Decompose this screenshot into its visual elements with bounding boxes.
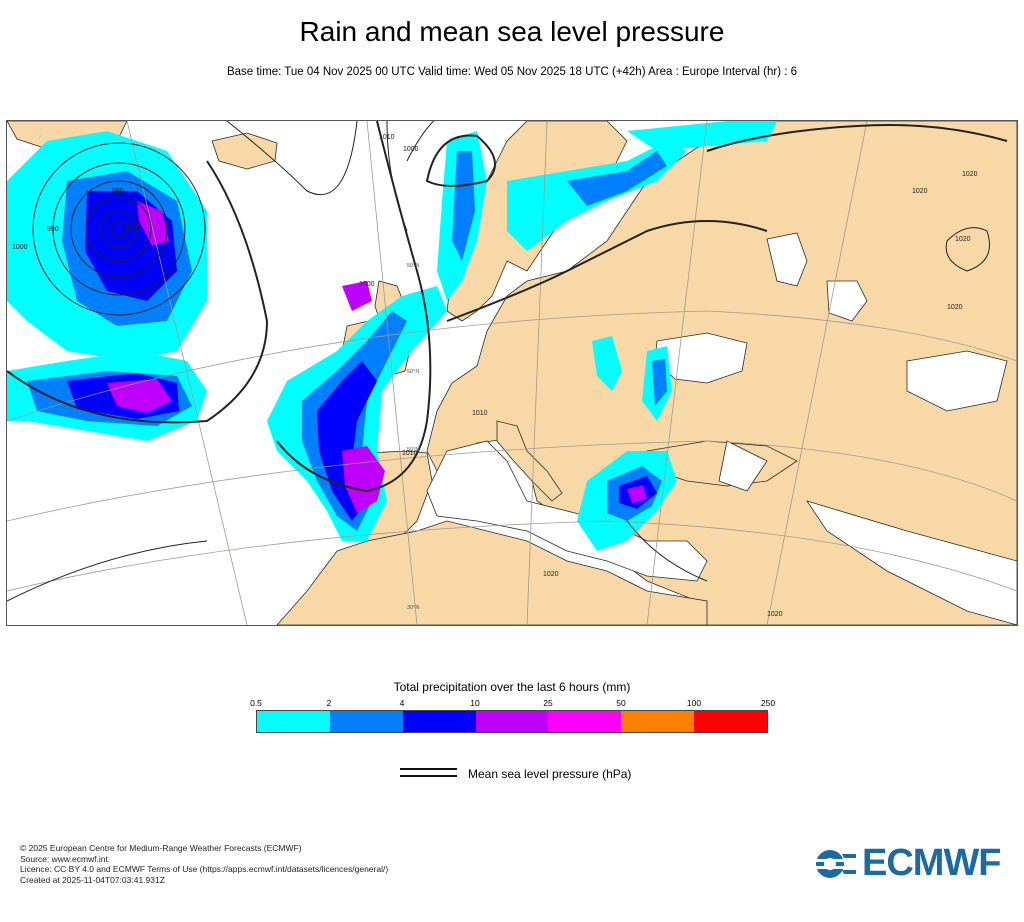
graticule-label: 50°N bbox=[407, 447, 419, 453]
copyright-text: © 2025 European Centre for Medium-Range … bbox=[20, 843, 302, 853]
map-svg: 1010 1000 1000 980 970 990 1000 1010 101… bbox=[7, 121, 1017, 625]
isobar-label: 970 bbox=[127, 224, 139, 231]
graticule-label: 50°N bbox=[407, 369, 419, 375]
isobar-labels: 1010 1000 1000 980 970 990 1000 1010 101… bbox=[12, 134, 978, 618]
isobar-label: 1020 bbox=[962, 171, 978, 178]
map-subtitle: Base time: Tue 04 Nov 2025 00 UTC Valid … bbox=[226, 66, 798, 78]
isobar-label: 1010 bbox=[472, 410, 488, 417]
licence-text: Licence: CC BY 4.0 and ECMWF Terms of Us… bbox=[20, 864, 389, 874]
isobar-label: 1000 bbox=[12, 244, 28, 251]
colorbar-swatch bbox=[329, 711, 403, 732]
isobar-label: 1020 bbox=[912, 188, 928, 195]
map-title: Rain and mean sea level pressure bbox=[299, 16, 725, 47]
colorbar-tick: 100 bbox=[686, 698, 702, 708]
colorbar-tick: 0.5 bbox=[250, 698, 262, 708]
colorbar-swatch bbox=[548, 711, 622, 732]
precipitation bbox=[7, 121, 777, 551]
isobar-label: 1010 bbox=[402, 450, 418, 457]
forecast-map[interactable]: 1010 1000 1000 980 970 990 1000 1010 101… bbox=[6, 120, 1018, 626]
isobar-label: 1000 bbox=[403, 146, 419, 153]
source-text: Source: www.ecmwf.int bbox=[20, 853, 108, 864]
msl-legend-label: Mean sea level pressure (hPa) bbox=[468, 767, 632, 781]
msl-legend-line bbox=[400, 768, 457, 777]
precip-legend-title: Total precipitation over the last 6 hour… bbox=[393, 680, 631, 694]
created-text: Created at 2025-11-04T07:03:41.931Z bbox=[20, 874, 165, 885]
colorbar-swatch bbox=[402, 711, 476, 732]
colorbar-swatch bbox=[475, 711, 549, 732]
isobar-label: 1020 bbox=[543, 571, 559, 578]
isobar-label: 1020 bbox=[955, 236, 971, 243]
colorbar-tick: 2 bbox=[326, 698, 332, 708]
ecmwf-logo-text: ECMWF bbox=[862, 842, 1002, 884]
isobar-label: 1020 bbox=[767, 611, 783, 618]
colorbar-tick: 25 bbox=[543, 698, 553, 708]
inland-seas bbox=[426, 232, 1017, 625]
ecmwf-logo-icon bbox=[816, 850, 856, 878]
colorbar-tick: 250 bbox=[760, 698, 776, 708]
colorbar-swatch bbox=[694, 711, 768, 732]
graticule-label: 50°N bbox=[407, 263, 419, 269]
precip-colorbar bbox=[256, 710, 768, 733]
isobar-label: 1000 bbox=[359, 281, 375, 288]
isobar-label: 1020 bbox=[947, 304, 963, 311]
isobar-label: 980 bbox=[112, 188, 124, 195]
footer-credits: © 2025 European Centre for Medium-Range … bbox=[20, 843, 388, 885]
isobar-label: 1010 bbox=[379, 134, 395, 141]
graticule bbox=[7, 121, 1017, 625]
isobar-label: 990 bbox=[47, 226, 59, 233]
colorbar-swatch bbox=[257, 711, 330, 732]
graticule-label: 30°N bbox=[407, 605, 419, 611]
colorbar-tick: 4 bbox=[399, 698, 405, 708]
isobars bbox=[7, 121, 1008, 602]
colorbar-swatch bbox=[621, 711, 695, 732]
colorbar-tick: 50 bbox=[616, 698, 626, 708]
colorbar-tick: 10 bbox=[470, 698, 480, 708]
graticule-labels: 50°N 50°N 50°N 30°N bbox=[407, 263, 419, 611]
